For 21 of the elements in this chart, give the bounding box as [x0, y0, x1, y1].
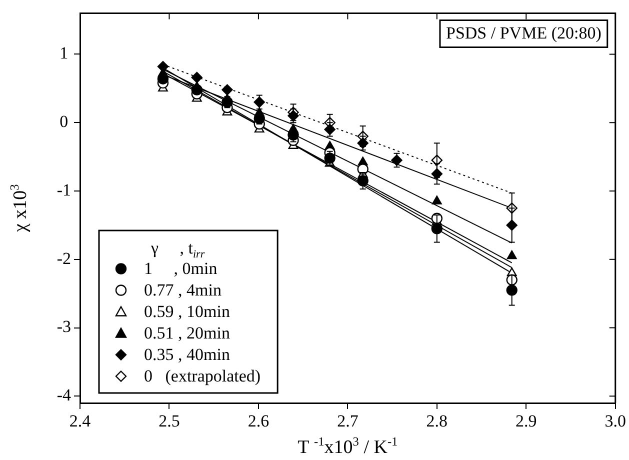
x-tick-label: 2.6 [248, 412, 270, 431]
y-tick-label: 1 [60, 44, 68, 63]
x-tick-label: 2.8 [426, 412, 448, 431]
x-tick-label: 2.9 [516, 412, 537, 431]
legend-label: 0.35 , 40min [144, 345, 230, 364]
x-tick-label: 2.7 [337, 412, 359, 431]
legend-label: 0 (extrapolated) [144, 366, 261, 386]
annotation: PSDS / PVME (20:80) [446, 24, 602, 43]
x-tick-label: 3.0 [604, 412, 626, 431]
y-tick-label: 0 [60, 112, 68, 132]
y-axis-title: χ x103 [7, 184, 31, 234]
y-tick-label: -3 [56, 317, 72, 336]
legend-label: 1 , 0min [144, 259, 218, 278]
y-tick-label: -4 [56, 386, 72, 405]
y-tick-label: -1 [56, 180, 72, 200]
legend-label: 0.77 , 4min [144, 280, 222, 300]
legend-label: 0.51 , 20min [144, 324, 230, 343]
legend-label: 0.59 , 10min [144, 302, 230, 322]
x-tick-label: 2.4 [69, 412, 92, 431]
y-tick-label: -2 [56, 248, 72, 268]
x-tick-label: 2.5 [158, 412, 180, 431]
